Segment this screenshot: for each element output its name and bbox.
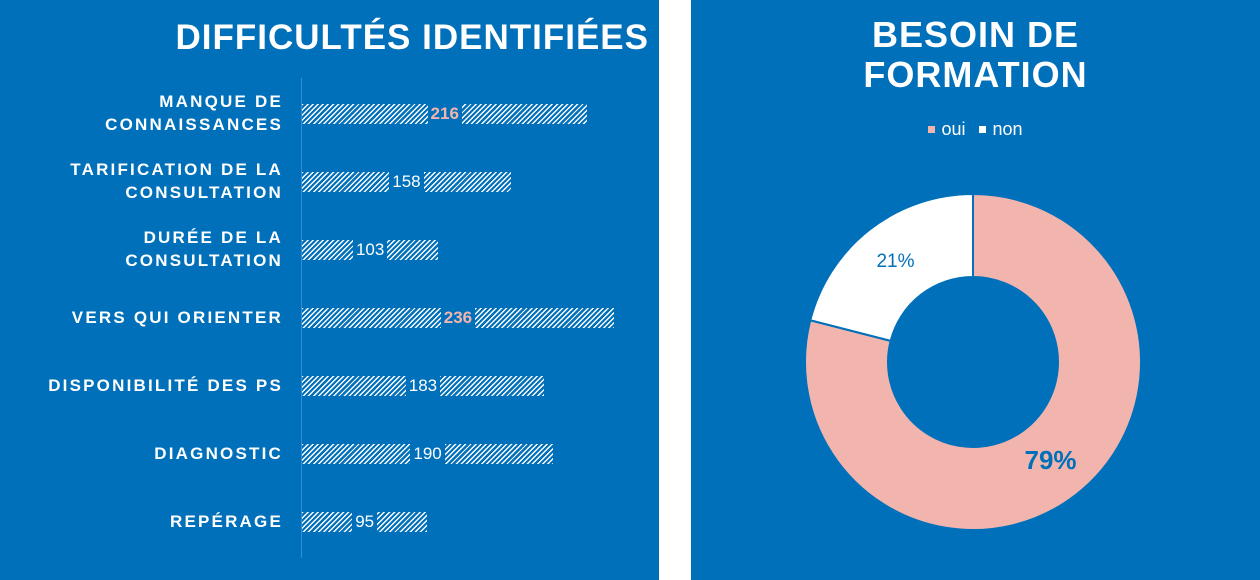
training-need-chart-title: BESOIN DE FORMATION (691, 15, 1260, 95)
donut-slice-non (809, 192, 974, 343)
donut-value-label-oui: 79% (1025, 445, 1077, 475)
category-label-line: REPÉRAGE (169, 511, 283, 531)
legend-label: non (992, 119, 1023, 139)
category-label-line: DIAGNOSTIC (154, 443, 283, 463)
legend-swatch (928, 126, 936, 133)
category-label-line: VERS QUI ORIENTER (71, 307, 283, 327)
bar-value-label: 183 (405, 375, 441, 397)
category-label: VERS QUI ORIENTER (0, 294, 283, 340)
bar-value-label: 95 (352, 511, 378, 533)
legend-label: oui (941, 119, 966, 139)
bar-value-label: 158 (389, 171, 424, 193)
category-label-line: MANQUE DE (159, 92, 283, 111)
legend-item-oui: oui (928, 119, 965, 140)
bar-value-label: 190 (410, 443, 445, 465)
donut-slice-oui (804, 192, 1142, 531)
donut-chart: 79% 21% (804, 192, 1142, 531)
category-label: TARIFICATION DE LA CONSULTATION (0, 158, 283, 204)
difficulties-chart-panel: DIFFICULTÉS IDENTIFIÉES MANQUE DE CONNAIS… (0, 0, 659, 580)
category-label: DIAGNOSTIC (0, 430, 283, 476)
category-label-line: CONSULTATION (125, 183, 283, 202)
title-line: FORMATION (863, 54, 1088, 95)
donut-chart-legend: oui non (691, 119, 1260, 140)
bar-value-label: 103 (352, 239, 388, 261)
legend-swatch (979, 126, 987, 133)
category-label-line: TARIFICATION DE LA (70, 160, 283, 179)
difficulties-chart-title: DIFFICULTÉS IDENTIFIÉES (175, 18, 649, 57)
legend-item-non: non (979, 119, 1023, 140)
category-label: MANQUE DE CONNAISSANCES (0, 90, 283, 136)
training-need-chart-panel: BESOIN DE FORMATION oui non 79% 21% (691, 0, 1260, 580)
category-label-line: DURÉE DE LA (143, 228, 283, 247)
category-label-line: CONSULTATION (125, 251, 283, 270)
category-label: DISPONIBILITÉ DES PS (0, 362, 283, 408)
donut-value-label-non: 21% (876, 251, 914, 272)
title-line: BESOIN DE (871, 14, 1080, 55)
bar-value-label: 236 (440, 307, 476, 329)
category-label-line: DISPONIBILITÉ DES PS (48, 375, 283, 395)
category-label: DURÉE DE LA CONSULTATION (0, 226, 283, 272)
bar-value-label: 216 (427, 103, 462, 125)
category-label: REPÉRAGE (0, 498, 283, 544)
bar-chart-axis-line (301, 78, 302, 558)
category-label-line: CONNAISSANCES (105, 115, 283, 134)
